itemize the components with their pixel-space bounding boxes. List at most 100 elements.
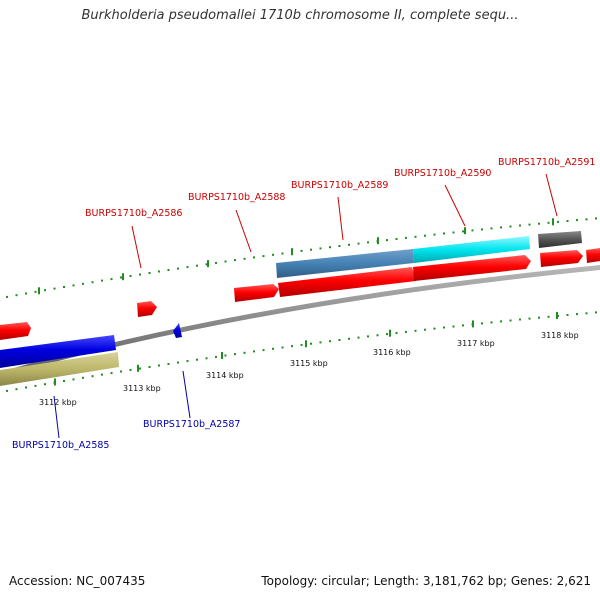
tick-dot — [167, 269, 170, 271]
tick-dot — [329, 246, 331, 249]
gene-label-a2587[interactable]: BURPS1710b_A2587 — [143, 419, 240, 430]
tick-dot — [348, 337, 350, 340]
kbp-label: 3117 kbp — [457, 339, 495, 348]
reverse-tick-ring — [6, 311, 597, 392]
tick-dot — [72, 284, 75, 287]
genome-summary-text: Topology: circular; Length: 3,181,762 bp… — [261, 574, 591, 588]
tick-dot — [538, 222, 540, 225]
tick-dot — [585, 312, 588, 315]
tick-dot — [490, 321, 493, 324]
tick-dot — [452, 325, 455, 328]
cyan-feature[interactable] — [413, 236, 530, 263]
tick-dot — [576, 219, 578, 222]
tick-major — [552, 218, 554, 226]
tick-dot — [158, 270, 160, 273]
leader-line — [545, 173, 558, 217]
kbp-label: 3116 kbp — [373, 348, 411, 357]
tick-dot — [6, 389, 8, 392]
tick-dot — [557, 220, 559, 223]
leader-line — [337, 196, 344, 241]
tick-dot — [481, 228, 483, 231]
tick-dot — [528, 223, 531, 226]
tick-dot — [63, 286, 65, 288]
tick-dot — [110, 278, 113, 281]
tick-dot — [82, 282, 84, 285]
kbp-label: 3112 kbp — [39, 398, 77, 407]
forward-gene-arrow[interactable] — [137, 301, 157, 317]
tick-dot — [177, 267, 179, 270]
map-title: Burkholderia pseudomallei 1710b chromoso… — [81, 8, 519, 23]
tick-dot — [82, 376, 84, 379]
tick-dot — [424, 234, 426, 237]
leader-line — [444, 184, 466, 227]
tick-dot — [15, 294, 18, 297]
tick-dot — [243, 351, 246, 354]
tick-dot — [424, 328, 426, 331]
steelblue-feature[interactable] — [276, 249, 414, 278]
forward-gene-arrow[interactable] — [540, 250, 583, 267]
reverse-strand-genes — [0, 323, 182, 386]
tick-dot — [215, 261, 217, 264]
forward-gene-arrow[interactable] — [586, 248, 600, 263]
tick-dot — [433, 233, 436, 236]
forward-gene-arrow[interactable] — [413, 255, 531, 281]
tick-major — [137, 364, 139, 372]
tick-major — [291, 248, 293, 256]
tick-dot — [196, 358, 198, 361]
kbp-label: 3114 kbp — [206, 371, 244, 380]
tick-dot — [519, 224, 521, 227]
tick-dot — [310, 248, 312, 251]
tick-dot — [148, 366, 151, 368]
gene-label-a2589[interactable]: BURPS1710b_A2589 — [291, 180, 388, 191]
tick-major — [207, 260, 209, 268]
tick-dot — [376, 334, 379, 337]
tick-major — [472, 320, 474, 328]
tick-dot — [44, 289, 46, 292]
chromosome-backbone — [0, 265, 600, 377]
forward-gene-arrow[interactable] — [234, 284, 279, 302]
tick-dot — [386, 239, 388, 242]
tick-dot — [443, 326, 445, 329]
tick-dot — [139, 273, 141, 276]
olive-feature[interactable] — [0, 352, 119, 386]
tick-dot — [234, 353, 236, 356]
tick-dot — [310, 342, 312, 345]
tick-dot — [547, 315, 550, 318]
gene-label-a2590[interactable]: BURPS1710b_A2590 — [394, 168, 491, 179]
forward-gene-arrow[interactable] — [278, 267, 416, 297]
tick-dot — [433, 327, 436, 330]
kbp-scale: 3112 kbp 3113 kbp 3114 kbp 3115 kbp 3116… — [39, 331, 579, 407]
gene-labels: BURPS1710b_A2586 BURPS1710b_A2588 BURPS1… — [12, 157, 595, 451]
tick-major — [464, 227, 466, 235]
tick-dot — [129, 275, 132, 277]
gene-label-a2591[interactable]: BURPS1710b_A2591 — [498, 157, 595, 168]
tick-dot — [272, 347, 274, 350]
tick-dot — [500, 226, 502, 229]
tick-dot — [414, 235, 417, 238]
gene-label-a2586[interactable]: BURPS1710b_A2586 — [85, 208, 182, 219]
forward-strand-genes — [0, 248, 600, 340]
tick-dot — [500, 320, 502, 323]
tick-dot — [91, 281, 94, 284]
kbp-label: 3115 kbp — [290, 359, 328, 368]
tick-dot — [253, 350, 255, 353]
reverse-gene-arrow[interactable] — [173, 323, 182, 338]
gene-label-a2588[interactable]: BURPS1710b_A2588 — [188, 192, 285, 203]
leader-line — [53, 395, 60, 439]
tick-dot — [566, 220, 569, 222]
forward-features — [276, 231, 582, 278]
reverse-gene-arrow[interactable] — [0, 335, 116, 368]
tick-dot — [101, 279, 103, 282]
forward-gene-arrow[interactable] — [0, 322, 31, 340]
tick-dot — [139, 367, 141, 370]
tick-dot — [34, 384, 37, 387]
tick-dot — [53, 287, 56, 290]
tick-dot — [386, 333, 388, 336]
gene-label-a2585[interactable]: BURPS1710b_A2585 — [12, 440, 109, 451]
gray-feature[interactable] — [538, 231, 582, 248]
tick-major — [54, 378, 56, 386]
tick-dot — [281, 346, 284, 349]
tick-dot — [481, 322, 483, 325]
leader-line — [235, 209, 252, 253]
